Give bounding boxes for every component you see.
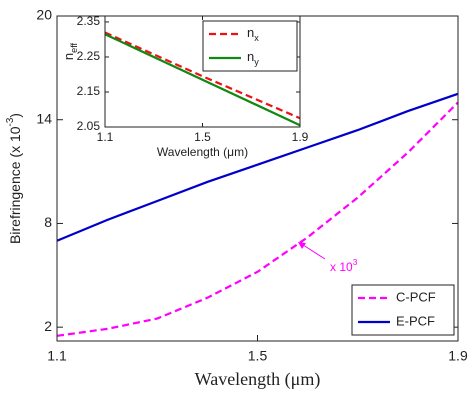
legend-label: C-PCF — [396, 289, 436, 304]
legend-label: nx — [247, 25, 259, 43]
annotation: x 103 — [330, 257, 358, 274]
legend-label-part: x — [254, 33, 259, 43]
series-line — [56, 92, 459, 242]
x-tick-label: 1.1 — [97, 130, 114, 144]
legend-label-part: n — [247, 25, 254, 40]
axes-frame — [104, 15, 301, 128]
series-line — [104, 31, 301, 120]
y-axis-label-part: Birefringence (x 10 — [7, 126, 23, 244]
y-tick-label: 2.35 — [77, 14, 101, 28]
y-axis-label-part: eff — [69, 42, 79, 52]
y-tick-label: 20 — [36, 7, 52, 23]
annotation-arrowhead — [298, 242, 306, 249]
y-tick-label: 2.15 — [77, 84, 101, 98]
x-tick-label: 1.5 — [194, 130, 211, 144]
y-tick-label: 8 — [44, 214, 52, 230]
series-line — [56, 101, 459, 337]
y-tick-label: 14 — [36, 110, 52, 126]
y-axis-label-part: -3 — [5, 117, 16, 126]
y-axis-label: neff — [61, 42, 79, 60]
x-tick-label: 1.1 — [47, 348, 67, 364]
y-tick-label: 2.25 — [77, 49, 101, 63]
y-tick-label: 2.05 — [77, 119, 101, 133]
x-tick-label: 1.9 — [448, 348, 468, 364]
y-axis-label-part: n — [61, 53, 76, 60]
x-tick-label: 1.9 — [292, 130, 309, 144]
legend-label: ny — [247, 49, 259, 67]
legend-label-part: y — [254, 57, 259, 67]
y-axis-label: Birefringence (x 10-3) — [5, 113, 23, 244]
y-axis-label-part: ) — [7, 113, 23, 118]
y-tick-label: 2 — [44, 318, 52, 334]
legend-label: E-PCF — [396, 313, 435, 328]
legend-box — [202, 20, 298, 72]
x-axis-label: Wavelength (μm) — [157, 145, 248, 159]
x-axis-label: Wavelength (μm) — [195, 369, 321, 390]
series-line — [104, 33, 301, 127]
x-tick-label: 1.5 — [248, 348, 268, 364]
annotation-part: x 10 — [330, 260, 353, 274]
legend-label-part: n — [247, 49, 254, 64]
legend-box — [351, 284, 455, 336]
annotation-part: 3 — [353, 257, 358, 267]
